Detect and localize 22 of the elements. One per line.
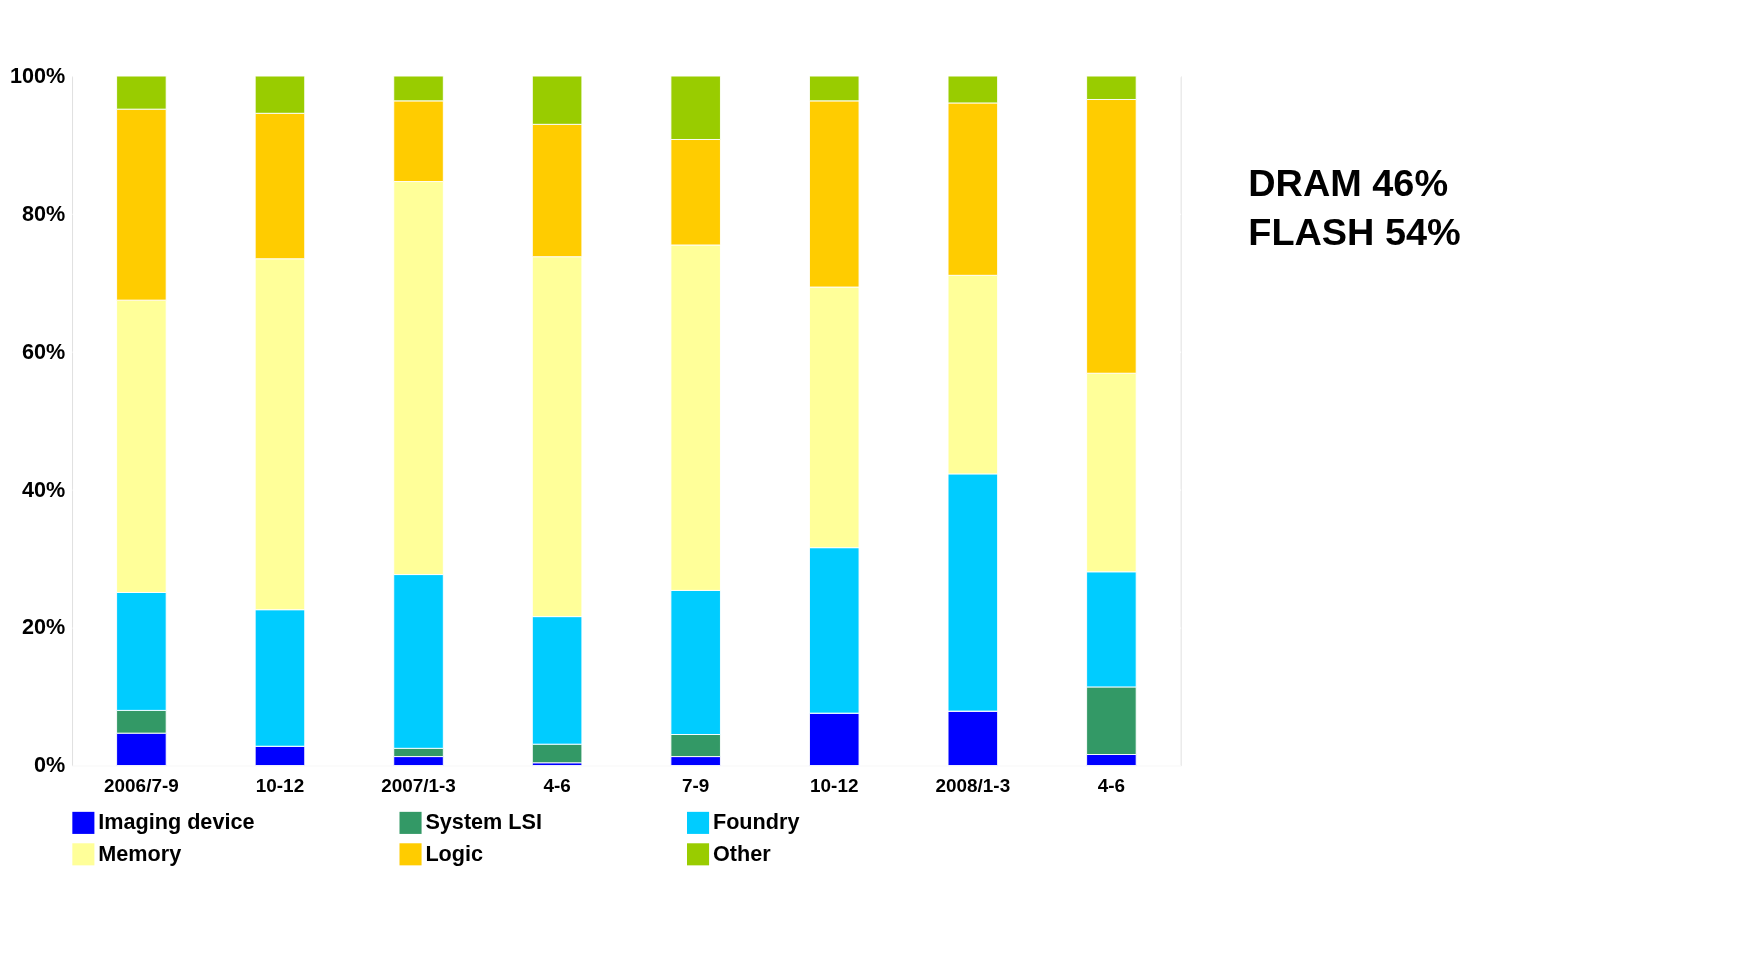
legend-label: Imaging device [98, 809, 255, 835]
y-tick-label: 60% [22, 338, 66, 364]
x-tick-label: 2008/1-3 [935, 775, 1011, 797]
x-tick-label: 7-9 [682, 775, 710, 797]
legend-label: Logic [425, 840, 484, 866]
legend-label: Foundry [712, 809, 800, 835]
x-tick-label: 2007/1-3 [381, 775, 456, 797]
x-tick-label: 10-12 [255, 775, 305, 797]
x-tick-label: 4-6 [543, 775, 571, 797]
legend-label: Memory [98, 840, 182, 866]
x-tick-label: 4-6 [1097, 775, 1126, 797]
y-tick-label: 20% [22, 614, 66, 640]
x-tick-label: 2006/7-9 [104, 775, 179, 797]
x-tick-label: 10-12 [810, 775, 859, 797]
y-tick-label: 80% [22, 200, 66, 226]
y-tick-label: 0% [34, 752, 66, 778]
y-tick-label: 40% [22, 476, 66, 502]
y-tick-label: 100% [10, 62, 66, 88]
legend-label: System LSI [425, 809, 542, 835]
text: FLASH 54% [1248, 211, 1461, 254]
text: DRAM 46% [1248, 161, 1449, 204]
legend-label: Other [712, 840, 772, 866]
